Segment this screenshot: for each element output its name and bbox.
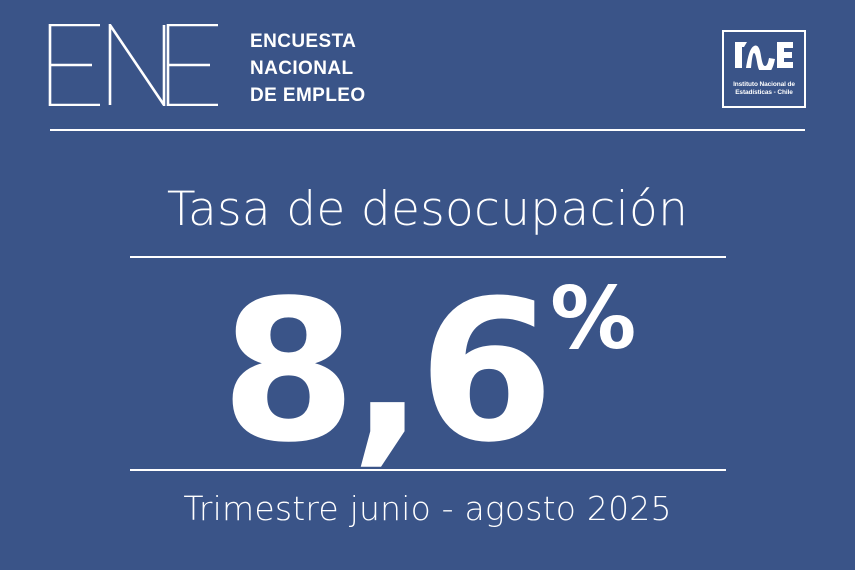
header: ENE ENCUESTA NACIONAL DE EMPLEO — [0, 0, 855, 130]
ine-subtitle-line-1: Instituto Nacional de — [733, 81, 795, 88]
survey-name-line-3: DE EMPLEO — [250, 85, 366, 106]
reference-period: Trimestre junio - agosto 2025 — [183, 489, 672, 528]
ine-subtitle-line-2: Estadísticas - Chile — [735, 89, 793, 96]
ene-wordmark-logo — [48, 20, 220, 111]
ine-subtitle: Instituto Nacional de Estadísticas - Chi… — [724, 81, 804, 97]
headline-value: 8,6 — [220, 258, 554, 485]
headline-figure: 8,6 % — [0, 262, 855, 469]
divider-above-figure — [130, 256, 726, 258]
ine-logo: Instituto Nacional de Estadísticas - Chi… — [722, 30, 806, 108]
survey-name-line-1: ENCUESTA — [250, 31, 357, 52]
headline-unit-percent: % — [550, 269, 636, 369]
divider-below-figure — [130, 469, 726, 471]
ine-monogram-icon — [724, 40, 804, 75]
divider-top — [50, 129, 805, 131]
survey-name: ENCUESTA NACIONAL DE EMPLEO — [250, 28, 366, 109]
indicator-title: Tasa de desocupación — [166, 182, 689, 237]
survey-name-line-2: NACIONAL — [250, 58, 354, 79]
